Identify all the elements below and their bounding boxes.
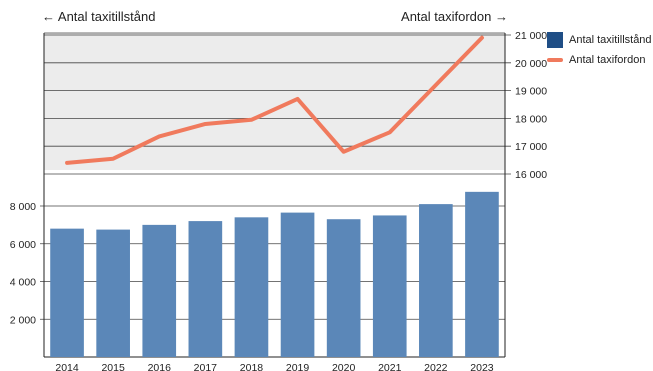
x-tick-label: 2020 [332,362,356,371]
right-axis-title: Antal taxifordon → [401,9,508,24]
x-tick-label: 2018 [240,362,264,371]
right-tick-label: 21 000 [515,30,547,42]
bar [234,217,269,357]
right-axis-title-text: Antal taxifordon [401,9,492,24]
bar [372,215,407,357]
x-tick-label: 2017 [194,362,218,371]
bar [142,224,177,357]
bar [280,212,315,357]
right-tick-label: 16 000 [515,169,547,181]
bar [50,228,84,357]
x-tick-label: 2022 [424,362,448,371]
left-tick-label: 8 000 [10,201,36,213]
legend-item-bar: Antal taxitillstånd [547,32,652,48]
legend-label-bar: Antal taxitillstånd [569,34,652,46]
right-tick-label: 19 000 [515,86,547,98]
bar [188,221,223,357]
legend-label-line: Antal taxifordon [569,54,646,66]
left-tick-label: 2 000 [10,314,36,326]
x-tick-label: 2021 [378,362,402,371]
left-tick-label: 4 000 [10,277,36,289]
upper-panel-bg [44,33,505,170]
x-tick-label: 2015 [101,362,125,371]
arrow-right-icon: → [495,9,508,24]
bar [96,229,130,357]
right-tick-label: 18 000 [515,113,547,125]
left-axis-title: ← Antal taxitillstånd [42,9,155,24]
x-tick-label: 2023 [470,362,494,371]
legend: Antal taxitillstånd Antal taxifordon [547,32,652,68]
left-axis-title-text: Antal taxitillstånd [57,9,156,24]
series-line [65,35,484,165]
right-tick-label: 17 000 [515,141,547,153]
legend-swatch-line [547,58,563,62]
x-tick-label: 2016 [148,362,172,371]
x-tick-label: 2014 [55,362,79,371]
bar [465,191,499,357]
legend-item-line: Antal taxifordon [547,52,652,68]
x-tick-label: 2019 [286,362,310,371]
left-tick-label: 6 000 [10,239,36,251]
bar [419,204,453,357]
legend-swatch-bar [547,32,563,48]
bar [326,219,361,357]
right-tick-label: 20 000 [515,58,547,70]
arrow-left-icon: ← [42,9,55,24]
